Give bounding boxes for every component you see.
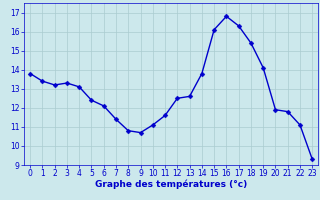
- X-axis label: Graphe des températures (°c): Graphe des températures (°c): [95, 180, 247, 189]
